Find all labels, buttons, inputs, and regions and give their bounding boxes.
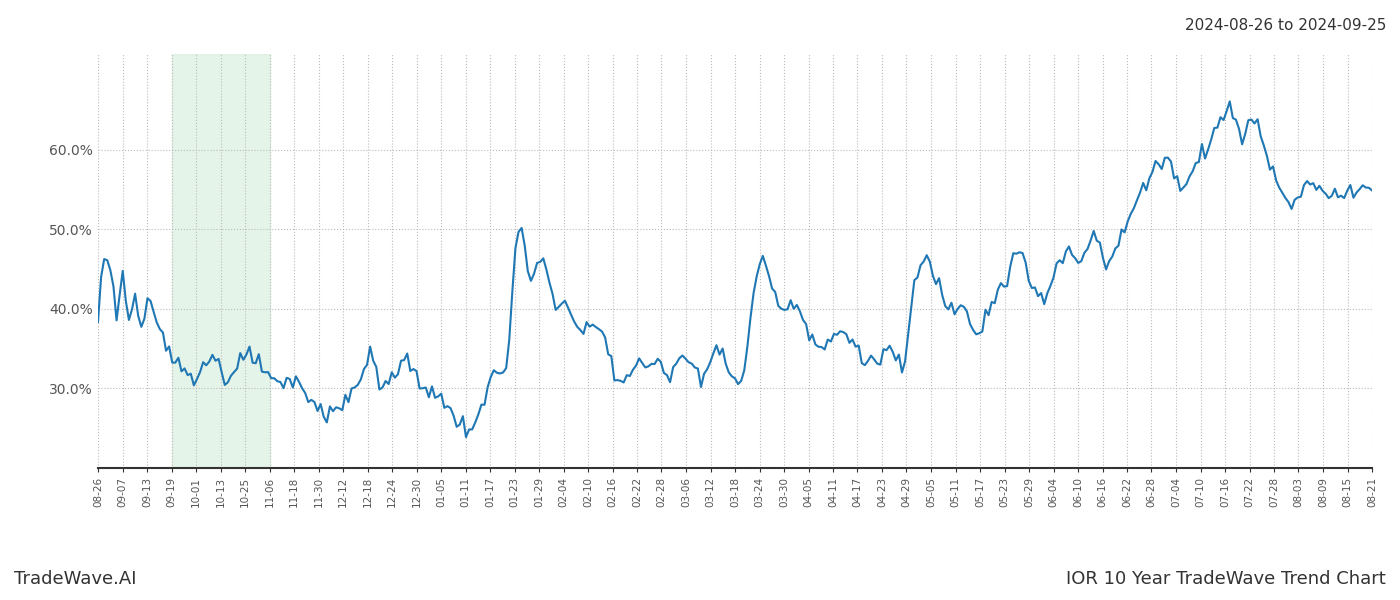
Bar bbox=[171, 54, 269, 468]
Text: TradeWave.AI: TradeWave.AI bbox=[14, 570, 137, 588]
Text: 2024-08-26 to 2024-09-25: 2024-08-26 to 2024-09-25 bbox=[1184, 18, 1386, 33]
Text: IOR 10 Year TradeWave Trend Chart: IOR 10 Year TradeWave Trend Chart bbox=[1067, 570, 1386, 588]
